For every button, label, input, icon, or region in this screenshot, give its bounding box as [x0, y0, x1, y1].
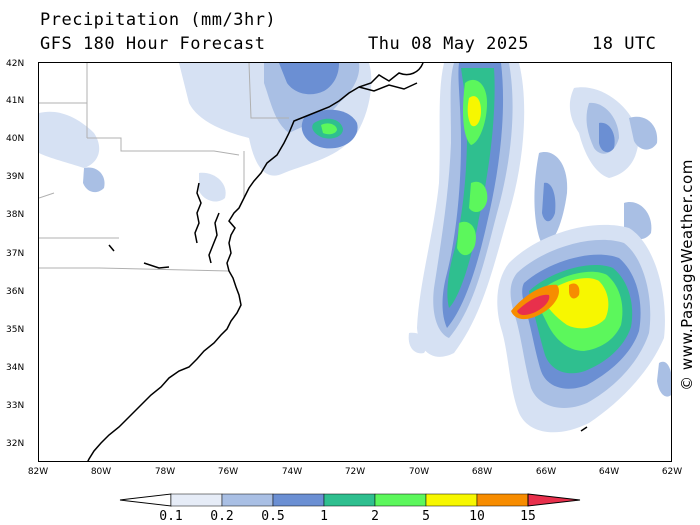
precip-band-yellow	[467, 96, 481, 127]
lat-label-36n: 36N	[6, 287, 25, 297]
coastline	[87, 63, 588, 461]
precip-se-orange-2	[569, 283, 580, 299]
precip-east-cell-4	[629, 116, 658, 150]
scale-bin-0	[170, 493, 223, 507]
precip-nj-peak	[321, 123, 337, 135]
lat-label-40n: 40N	[6, 134, 25, 144]
scale-bin-4	[374, 493, 427, 507]
lon-label-72w: 72W	[344, 467, 366, 477]
scale-tick-5: 5	[422, 509, 430, 524]
precip-band-green-mid	[469, 181, 488, 213]
precip-west-light-2	[83, 167, 105, 193]
scale-tick-0-1: 0.1	[159, 509, 183, 524]
lon-label-82w: 82W	[27, 467, 49, 477]
lon-label-74w: 74W	[281, 467, 303, 477]
scale-bin-6	[476, 493, 529, 507]
lon-label-66w: 66W	[535, 467, 557, 477]
copyright-text: © www.PassageWeather.com	[676, 150, 698, 400]
copyright-label: © www.PassageWeather.com	[678, 159, 696, 391]
lat-label-38n: 38N	[6, 210, 25, 220]
lat-label-41n: 41N	[6, 96, 25, 106]
lat-label-34n: 34N	[6, 363, 25, 373]
scale-tick-2: 2	[371, 509, 379, 524]
precip-band-green-low	[457, 221, 476, 256]
scale-tick-1: 1	[320, 509, 328, 524]
lat-label-35n: 35N	[6, 325, 25, 335]
scale-tick-0-2: 0.2	[210, 509, 234, 524]
precip-east-cell-6	[542, 182, 556, 222]
precip-sw-patch	[408, 332, 427, 354]
lon-label-70w: 70W	[408, 467, 430, 477]
precip-ne-coast-dark	[279, 63, 339, 95]
precip-far-east-patch	[657, 361, 671, 397]
scale-arrow-left	[119, 493, 172, 507]
lat-label-39n: 39N	[6, 172, 25, 182]
precip-west-light-3	[199, 172, 226, 202]
scale-arrow-right	[527, 493, 581, 507]
scale-bin-2	[272, 493, 325, 507]
lon-label-64w: 64W	[598, 467, 620, 477]
lat-label-32n: 32N	[6, 439, 25, 449]
scale-tick-15: 15	[520, 509, 536, 524]
precip-color-scale	[119, 493, 581, 507]
lat-label-37n: 37N	[6, 249, 25, 259]
lat-label-33n: 33N	[6, 401, 25, 411]
lon-label-76w: 76W	[217, 467, 239, 477]
precip-field	[39, 63, 671, 433]
precipitation-map[interactable]	[38, 62, 672, 462]
state-borders	[39, 63, 289, 272]
lon-label-78w: 78W	[154, 467, 176, 477]
precip-se-red	[517, 294, 550, 316]
precip-west-light-1	[39, 111, 100, 168]
forecast-subtitle: GFS 180 Hour Forecast	[40, 34, 266, 54]
scale-bin-5	[425, 493, 478, 507]
lon-label-80w: 80W	[90, 467, 112, 477]
scale-bin-1	[221, 493, 274, 507]
lon-label-68w: 68W	[471, 467, 493, 477]
map-title: Precipitation (mm/3hr)	[40, 10, 277, 30]
forecast-time: 18 UTC	[592, 34, 657, 54]
scale-bin-3	[323, 493, 376, 507]
scale-tick-0-5: 0.5	[261, 509, 285, 524]
map-canvas	[39, 63, 671, 461]
scale-tick-10: 10	[469, 509, 485, 524]
lat-label-42n: 42N	[6, 59, 25, 69]
lon-label-62w: 62W	[661, 467, 683, 477]
precip-east-cell-3	[599, 122, 615, 153]
forecast-date: Thu 08 May 2025	[368, 34, 530, 54]
